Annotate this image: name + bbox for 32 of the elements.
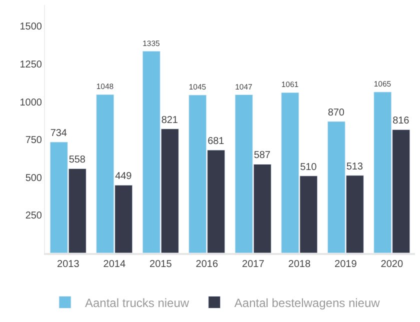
y-tick-label: 750 <box>25 135 42 146</box>
data-label: 681 <box>208 136 225 148</box>
data-label: 1045 <box>188 82 206 92</box>
data-label: 513 <box>346 161 364 172</box>
data-label: 449 <box>115 171 132 182</box>
x-tick-label: 2014 <box>103 259 126 270</box>
data-label: 558 <box>68 154 86 166</box>
x-tick-label: 2018 <box>288 259 311 270</box>
data-label: 816 <box>392 116 410 127</box>
data-label: 1061 <box>281 80 299 90</box>
data-label: 870 <box>328 107 345 118</box>
data-label: 587 <box>254 150 271 162</box>
y-tick-label: 1250 <box>20 59 42 70</box>
data-label: 510 <box>300 162 318 173</box>
y-tick-label: 1500 <box>20 22 42 33</box>
x-tick-label: 2013 <box>57 259 80 270</box>
y-tick-label: 500 <box>25 172 42 184</box>
data-label: 1047 <box>235 82 252 92</box>
x-tick-label: 2017 <box>242 259 265 270</box>
data-label: 1048 <box>96 82 114 92</box>
y-tick-label: 1000 <box>20 97 42 108</box>
x-tick-label: 2020 <box>380 259 404 270</box>
legend-label: Aantal bestelwagens nieuw <box>234 296 380 310</box>
x-tick-label: 2015 <box>150 259 172 270</box>
x-tick-label: 2019 <box>334 259 358 270</box>
y-tick-label: 250 <box>25 210 42 222</box>
legend-label: Aantal trucks nieuw <box>85 296 190 310</box>
x-tick-label: 2016 <box>196 259 218 270</box>
data-label: 821 <box>161 114 178 126</box>
data-label: 1065 <box>374 80 392 89</box>
data-label: 1335 <box>142 38 160 48</box>
data-label: 734 <box>50 128 68 139</box>
